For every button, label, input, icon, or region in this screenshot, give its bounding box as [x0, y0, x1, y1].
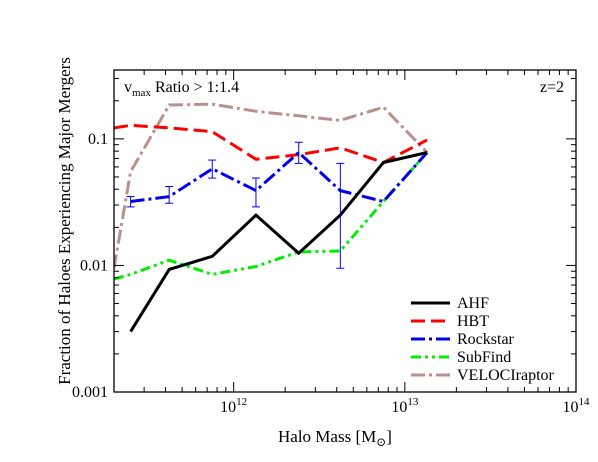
y-tick-label: 0.01 [80, 257, 108, 274]
legend-label-rockstar: Rockstar [457, 331, 515, 348]
plot-frame [113, 69, 577, 393]
series-layer [114, 102, 429, 333]
series-line-subfind [114, 151, 429, 281]
x-axis-label-close: ] [386, 427, 392, 446]
x-axis-label: Halo Mass [M⊙] [278, 427, 392, 449]
ratio-annotation-v: v [124, 79, 132, 96]
ratio-annotation-sub: max [132, 87, 151, 99]
errorbar-layer [126, 141, 345, 269]
legend-label-subfind: SubFind [457, 349, 511, 366]
series-line-rockstar [130, 150, 429, 204]
x-tick-label: 1014 [563, 396, 591, 416]
x-tick-label: 1013 [391, 396, 419, 416]
x-axis-label-sub: ⊙ [376, 435, 386, 449]
redshift-annotation: z=2 [540, 79, 564, 96]
series-line-ahf [129, 151, 428, 333]
legend-label-velociraptor: VELOCIraptor [457, 367, 555, 384]
x-tick-label: 1012 [220, 396, 247, 416]
y-axis-label: Fraction of Haloes Experiencing Major Me… [55, 57, 74, 385]
series-line-hbt [114, 123, 428, 165]
y-tick-label: 0.1 [88, 131, 108, 148]
legend-label-ahf: AHF [457, 295, 489, 312]
ratio-annotation-text: Ratio > 1:1.4 [151, 79, 239, 96]
y-tick-label: 0.001 [72, 384, 108, 401]
ratio-annotation: vmax Ratio > 1:1.4 [124, 79, 239, 99]
series-line-velociraptor [114, 102, 429, 269]
legend-label-hbt: HBT [457, 313, 489, 330]
tick-layer: 1012 1013 1014 0.001 0.01 0.1 [72, 70, 590, 416]
x-axis-label-main: Halo Mass [M [278, 427, 376, 446]
